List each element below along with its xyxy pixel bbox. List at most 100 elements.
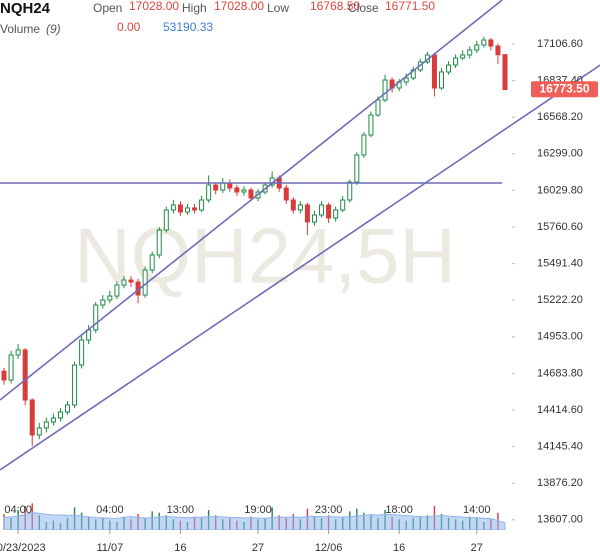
candle-body [340,199,346,211]
candle-body [79,339,85,366]
y-tick-label: 17106.60 [537,38,583,50]
candle-body [495,45,501,56]
candle-body [192,207,198,211]
candle-body [283,187,289,201]
y-tick-label: 14145.40 [537,441,583,453]
x-date-label: 27 [471,542,483,554]
candle-body [431,54,437,89]
candle-body [128,279,134,283]
y-tick-label: 13607.00 [537,514,583,526]
x-tick-label: 18:00 [385,504,413,516]
low-value: 16768.50 [310,0,360,13]
candle-body [333,209,339,219]
candle-body [361,134,367,156]
candle-body [488,39,494,47]
candle-body [43,421,49,429]
candle-body [290,199,296,211]
candle-body [206,184,212,201]
candle-body [220,182,226,191]
x-date-label: 27 [252,542,264,554]
x-tick-label: 13:00 [167,504,195,516]
y-tick-label: 16568.20 [537,111,583,123]
candle-body [93,304,99,331]
high-value: 17028.00 [214,0,264,13]
low-label: Low [267,1,289,15]
volume-period: (9) [46,22,61,36]
x-date-label: 11/07 [96,542,123,554]
y-tick-label: 16299.00 [537,148,583,160]
symbol: NQH24 [0,0,51,17]
candle-body [347,181,353,201]
candle-body [241,189,247,193]
y-tick-label: 13876.20 [537,477,583,489]
high-label: High [182,1,207,15]
candle-body [65,404,71,413]
candle-body [311,214,317,223]
y-tick-label: 15491.40 [537,258,583,270]
candle-body [446,64,452,73]
x-tick-label: 23:00 [315,504,343,516]
open-value: 17028.00 [129,0,179,13]
plot [1,36,508,530]
x-tick-label: 04:00 [96,504,124,516]
candle-body [326,204,332,219]
candle-body [319,204,325,216]
candle-body [304,204,310,223]
volume-value: 0.00 [117,20,141,34]
candle-body [502,54,508,91]
x-date-label: 10/23/2023 [0,542,46,554]
candle-body [100,299,106,306]
candle-body [36,427,42,436]
candle-body [403,77,409,83]
y-tick-label: 14683.80 [537,367,583,379]
candle-body [86,329,92,341]
candle-body [467,49,473,56]
x-date-label: 16 [393,542,405,554]
candle-body [107,295,113,301]
x-tick-label: 14:00 [463,504,491,516]
candle-body [382,79,388,101]
candle-body [57,411,63,419]
candle-body [114,284,120,297]
candle-body [163,209,169,231]
x-tick-label: 19:00 [244,504,272,516]
candle-body [170,204,176,211]
candle-body [199,199,205,211]
candle-body [177,204,183,213]
trendline [0,64,600,471]
candle-body [474,44,480,51]
y-tick-label: 15760.60 [537,221,583,233]
candle-body [72,364,78,406]
candle-body [149,254,155,271]
candle-body [460,54,466,59]
candle-body [297,204,303,211]
x-date-label: 16 [174,542,186,554]
candle-body [438,71,444,89]
candle-body [29,399,35,436]
trendline [0,0,503,401]
candle-body [184,207,190,213]
x-date-label: 12/06 [315,542,343,554]
volume-ma-value: 53190.33 [163,20,213,34]
candle-body [453,57,459,66]
close-label: Close [348,1,379,15]
candle-body [481,39,487,46]
candle-body [354,154,360,183]
y-tick-label: 15222.20 [537,294,583,306]
y-tick-label: 16029.80 [537,184,583,196]
last-price-tag [531,81,598,98]
candle-body [22,349,28,401]
last-price-label: 16773.50 [539,81,589,95]
candle-body [50,417,56,423]
candle-body [234,187,240,193]
candle-body [1,370,7,381]
candle-body [213,184,219,191]
y-tick-label: 14414.60 [537,404,583,416]
volume-ma-area [3,512,506,530]
candle-body [156,229,162,256]
x-tick-label: 04:00 [4,504,32,516]
volume-label: Volume [0,22,40,36]
